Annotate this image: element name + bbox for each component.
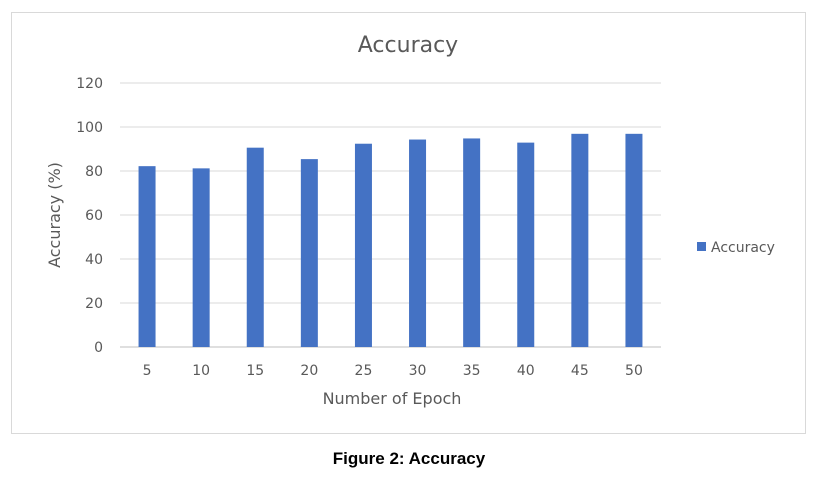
y-tick-label: 0 <box>94 340 103 356</box>
x-tick-label: 35 <box>463 363 481 379</box>
figure-caption: Figure 2: Accuracy <box>332 449 486 468</box>
y-tick-label: 60 <box>85 208 103 224</box>
legend-swatch <box>697 242 706 251</box>
bar-20 <box>300 159 318 347</box>
bar-15 <box>246 147 264 347</box>
x-tick-label: 30 <box>409 363 427 379</box>
bar-35 <box>463 138 481 347</box>
bar-10 <box>192 168 210 347</box>
x-tick-label: 25 <box>355 363 373 379</box>
bar-40 <box>517 142 535 347</box>
x-tick-label: 40 <box>517 363 535 379</box>
x-axis-label: Number of Epoch <box>323 389 462 408</box>
y-tick-label: 40 <box>85 252 103 268</box>
y-tick-label: 120 <box>76 76 103 92</box>
bar-50 <box>625 133 643 347</box>
bar-25 <box>354 143 372 347</box>
bar-5 <box>138 166 156 347</box>
legend-label: Accuracy <box>711 240 775 256</box>
x-tick-label: 45 <box>571 363 589 379</box>
bar-45 <box>571 133 589 347</box>
chart-frame <box>11 12 806 434</box>
x-tick-label: 50 <box>625 363 643 379</box>
bar-chart: Accuracy 0 20 40 60 80 100 120 5 10 15 20 25 30 35 40 45… <box>45 33 775 408</box>
x-tick-label: 5 <box>143 363 152 379</box>
y-tick-label: 20 <box>85 296 103 312</box>
x-tick-label: 10 <box>192 363 210 379</box>
y-tick-label: 100 <box>76 120 103 136</box>
x-tick-label: 20 <box>300 363 318 379</box>
bar-30 <box>409 139 427 347</box>
chart-title: Accuracy <box>358 33 458 58</box>
y-axis-label: Accuracy (%) <box>45 162 64 268</box>
x-tick-label: 15 <box>246 363 264 379</box>
y-tick-label: 80 <box>85 164 103 180</box>
